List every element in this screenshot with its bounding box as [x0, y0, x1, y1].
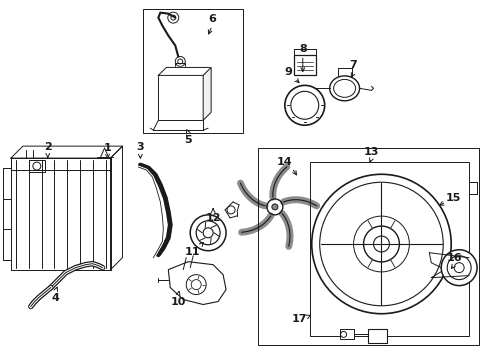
Polygon shape [158, 67, 211, 75]
Circle shape [272, 204, 278, 210]
Text: 11: 11 [184, 247, 200, 257]
Bar [144, 9, 243, 133]
Text: 2: 2 [44, 142, 51, 152]
Text: 1: 1 [104, 143, 111, 153]
Text: 9: 9 [284, 67, 292, 77]
Text: 8: 8 [299, 44, 307, 54]
Text: 10: 10 [171, 297, 186, 306]
Text: 4: 4 [52, 293, 60, 302]
Bar [294, 55, 316, 75]
Text: 16: 16 [446, 253, 462, 263]
Bar [368, 329, 388, 343]
Text: 15: 15 [445, 193, 461, 203]
Text: 6: 6 [208, 14, 216, 24]
Circle shape [454, 263, 464, 273]
Circle shape [441, 250, 477, 285]
Polygon shape [203, 67, 211, 120]
Bar [158, 75, 203, 120]
Bar [175, 63, 185, 75]
Bar [29, 160, 45, 172]
Text: 7: 7 [350, 60, 357, 71]
Polygon shape [168, 262, 226, 305]
Text: 13: 13 [364, 147, 379, 157]
Text: 17: 17 [292, 314, 308, 324]
Text: 12: 12 [205, 213, 221, 223]
Circle shape [33, 162, 41, 170]
Bar [310, 162, 469, 336]
Text: 14: 14 [277, 157, 293, 167]
Bar [258, 148, 479, 345]
Text: 3: 3 [137, 142, 144, 152]
Ellipse shape [330, 76, 360, 101]
Circle shape [267, 199, 283, 215]
Bar [340, 329, 354, 339]
Text: 5: 5 [184, 135, 192, 145]
